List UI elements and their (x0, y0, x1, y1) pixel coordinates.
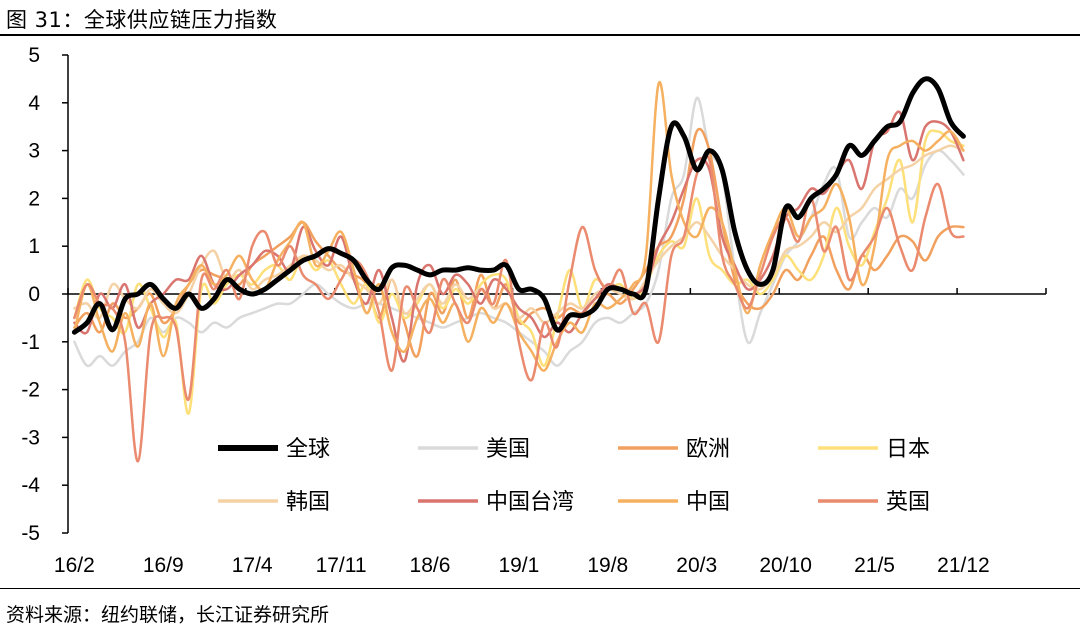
x-tick-label: 19/8 (587, 554, 628, 577)
legend-label: 美国 (486, 437, 530, 462)
y-tick-label: 5 (28, 44, 40, 67)
y-tick-label: -4 (21, 474, 40, 497)
y-tick-label: -3 (21, 426, 40, 449)
y-tick-label: -2 (21, 379, 40, 402)
chart: 5 4 3 2 1 0 -1 -2 -3 -4 -5 16/2 16/9 17/4 17/11 18/6 19/… (21, 44, 1047, 577)
y-tick-label: 0 (28, 283, 40, 306)
series-line-日本 (73, 129, 965, 415)
figure-title: 图 31：全球供应链压力指数 (6, 8, 278, 32)
bottom-rule (0, 588, 1080, 589)
legend-label: 日本 (886, 437, 930, 462)
y-tick-label: 2 (28, 187, 40, 210)
x-tick-label: 16/2 (54, 554, 95, 577)
y-tick-label: -5 (21, 522, 40, 545)
x-tick-label: 21/12 (937, 554, 990, 577)
y-tick-label: 4 (28, 92, 40, 115)
legend-label: 中国 (686, 490, 730, 515)
legend-label: 中国台湾 (486, 490, 574, 515)
chart-axes: 5 4 3 2 1 0 -1 -2 -3 -4 -5 16/2 16/9 17/4 17/11 18/6 19/… (21, 44, 1047, 577)
chart-series (71, 76, 966, 463)
legend-label: 欧洲 (686, 437, 730, 462)
series-line-中国台湾 (73, 110, 965, 363)
x-tick-label: 21/5 (854, 554, 895, 577)
x-tick-label: 17/4 (232, 554, 273, 577)
x-tick-label: 20/10 (759, 554, 812, 577)
source-note: 资料来源：纽约联储，长江证券研究所 (6, 604, 330, 626)
legend-label: 韩国 (286, 490, 330, 515)
x-tick-label: 19/1 (498, 554, 539, 577)
x-tick-label: 18/6 (410, 554, 451, 577)
y-tick-label: 3 (28, 140, 40, 163)
y-tick-label: -1 (21, 331, 40, 354)
y-tick-label: 1 (28, 235, 40, 258)
x-tick-label: 17/11 (316, 554, 367, 577)
legend-label: 英国 (886, 490, 930, 515)
x-tick-label: 16/9 (143, 554, 184, 577)
series-line-全球 (71, 76, 966, 335)
legend-label: 全球 (286, 437, 330, 462)
top-rule (0, 34, 1080, 36)
x-tick-label: 20/3 (676, 554, 717, 577)
